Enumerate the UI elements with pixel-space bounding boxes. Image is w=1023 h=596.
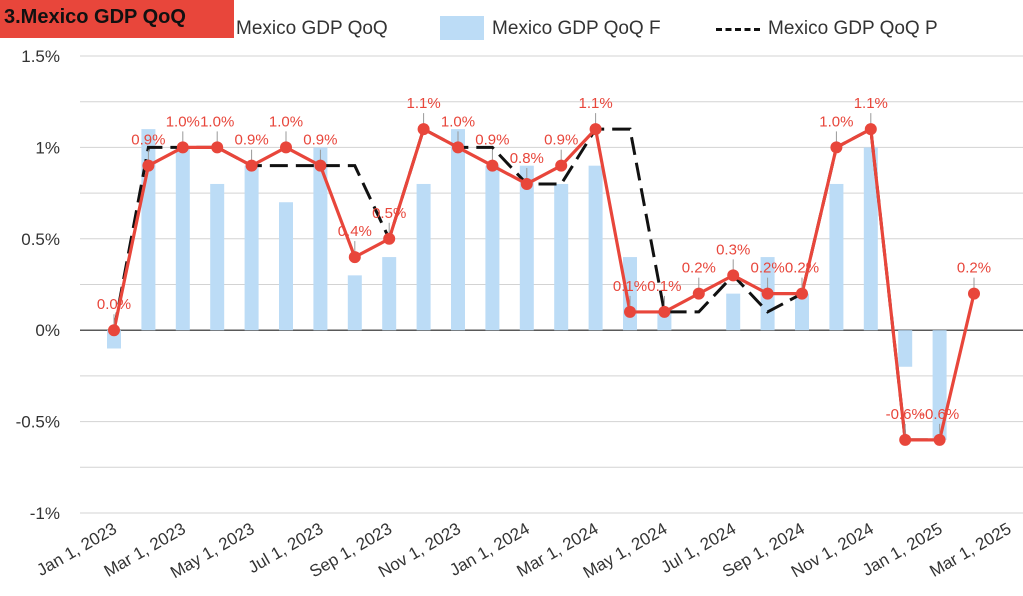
actual-data-point bbox=[348, 251, 361, 264]
chart-title: 3.Mexico GDP QoQ bbox=[0, 0, 234, 38]
actual-data-point bbox=[555, 159, 568, 172]
forecast-bars bbox=[107, 129, 947, 440]
forecast-bar bbox=[554, 183, 569, 331]
forecast-bar bbox=[588, 165, 603, 331]
actual-line: 0.0%0.9%1.0% 1.0%0.9%1.0%0.9%0.4%0.5%1.1%… bbox=[97, 95, 991, 446]
data-label: 1.0% bbox=[441, 113, 475, 130]
legend-item-forecast: Mexico GDP QoQ F bbox=[492, 18, 661, 40]
forecast-bar bbox=[175, 147, 190, 331]
data-label: 1.0% bbox=[819, 113, 853, 130]
data-label: -0.6% bbox=[886, 406, 925, 423]
actual-data-point bbox=[658, 305, 671, 318]
actual-data-point bbox=[864, 123, 877, 136]
forecast-bar bbox=[485, 165, 500, 331]
actual-data-point bbox=[899, 433, 912, 446]
actual-data-point bbox=[142, 159, 155, 172]
legend-item-actual: Mexico GDP QoQ bbox=[236, 18, 388, 40]
data-label: 1.1% bbox=[406, 95, 440, 112]
actual-data-point bbox=[727, 269, 740, 282]
forecast-bar bbox=[279, 202, 293, 331]
actual-data-point bbox=[211, 141, 224, 154]
forecast-bar bbox=[829, 183, 844, 331]
actual-data-point bbox=[624, 305, 636, 318]
data-label: 0.8% bbox=[510, 150, 544, 167]
data-label: 0.2% bbox=[785, 260, 819, 277]
legend-label-actual: Mexico GDP QoQ bbox=[236, 18, 388, 39]
y-tick-label: 1.5% bbox=[21, 47, 60, 66]
data-label: 0.4% bbox=[338, 223, 372, 240]
actual-data-point bbox=[176, 141, 189, 154]
data-label: 0.9% bbox=[544, 132, 578, 149]
data-label: 0.1% bbox=[613, 278, 647, 295]
data-label: -0.6% bbox=[920, 406, 959, 423]
forecast-bar bbox=[347, 275, 362, 331]
data-label: 1.0% bbox=[200, 113, 234, 130]
data-label: 0.9% bbox=[475, 132, 509, 149]
actual-data-point bbox=[520, 177, 533, 190]
forecast-bar bbox=[451, 129, 465, 331]
actual-data-point bbox=[452, 141, 464, 154]
data-label: 0.9% bbox=[131, 132, 165, 149]
actual-data-point bbox=[692, 287, 705, 300]
forecast-bar bbox=[898, 330, 913, 367]
forecast-bar bbox=[726, 293, 741, 331]
actual-series-line bbox=[112, 127, 976, 442]
data-label: 0.9% bbox=[234, 132, 268, 149]
y-tick-label: -1% bbox=[30, 504, 60, 523]
y-tick-label: 0% bbox=[35, 321, 60, 340]
actual-data-point bbox=[589, 123, 602, 136]
forecast-bar bbox=[932, 330, 947, 440]
actual-data-point bbox=[280, 141, 292, 154]
data-label: 0.1% bbox=[647, 278, 681, 295]
actual-data-point bbox=[108, 324, 120, 337]
legend-swatch-previous bbox=[716, 28, 760, 31]
forecast-bar bbox=[210, 183, 225, 331]
forecast-bar bbox=[863, 147, 878, 331]
y-tick-label: 1% bbox=[35, 138, 60, 157]
data-label: 1.1% bbox=[578, 95, 612, 112]
legend-item-previous: Mexico GDP QoQ P bbox=[768, 18, 938, 40]
data-label: 0.2% bbox=[682, 260, 716, 277]
forecast-bar bbox=[519, 165, 534, 331]
data-label: 0.5% bbox=[372, 205, 406, 222]
actual-data-point bbox=[933, 433, 946, 446]
data-label: 1.0% bbox=[166, 113, 200, 130]
forecast-bar bbox=[382, 257, 397, 331]
gridlines bbox=[80, 55, 1023, 514]
y-axis-ticks: 1.5% 1% 0.5% 0% -0.5% -1% bbox=[16, 47, 60, 523]
forecast-bar bbox=[244, 165, 259, 331]
actual-data-point bbox=[486, 159, 499, 172]
actual-data-point bbox=[968, 287, 980, 300]
data-label: 1.1% bbox=[854, 95, 888, 112]
data-label: 0.0% bbox=[97, 296, 131, 313]
legend-swatch-forecast bbox=[440, 16, 484, 40]
actual-data-point bbox=[417, 123, 430, 136]
data-label: 0.9% bbox=[303, 132, 337, 149]
actual-data-point bbox=[830, 141, 843, 154]
data-label: 0.2% bbox=[957, 260, 991, 277]
legend: Mexico GDP QoQ Mexico GDP QoQ F Mexico G… bbox=[0, 16, 1023, 44]
data-label: 0.3% bbox=[716, 241, 750, 258]
data-label: 0.2% bbox=[750, 260, 784, 277]
actual-data-point bbox=[245, 159, 258, 172]
actual-data-point bbox=[314, 159, 327, 172]
actual-data-point bbox=[761, 287, 774, 300]
forecast-bar bbox=[795, 293, 809, 331]
actual-data-point bbox=[796, 287, 808, 300]
legend-label-previous: Mexico GDP QoQ P bbox=[768, 18, 938, 39]
y-tick-label: 0.5% bbox=[21, 230, 60, 249]
forecast-bar bbox=[416, 183, 431, 331]
legend-label-forecast: Mexico GDP QoQ F bbox=[492, 18, 661, 39]
y-tick-label: -0.5% bbox=[16, 413, 60, 432]
actual-data-point bbox=[383, 232, 396, 245]
data-label: 1.0% bbox=[269, 113, 303, 130]
forecast-bar bbox=[313, 147, 328, 331]
